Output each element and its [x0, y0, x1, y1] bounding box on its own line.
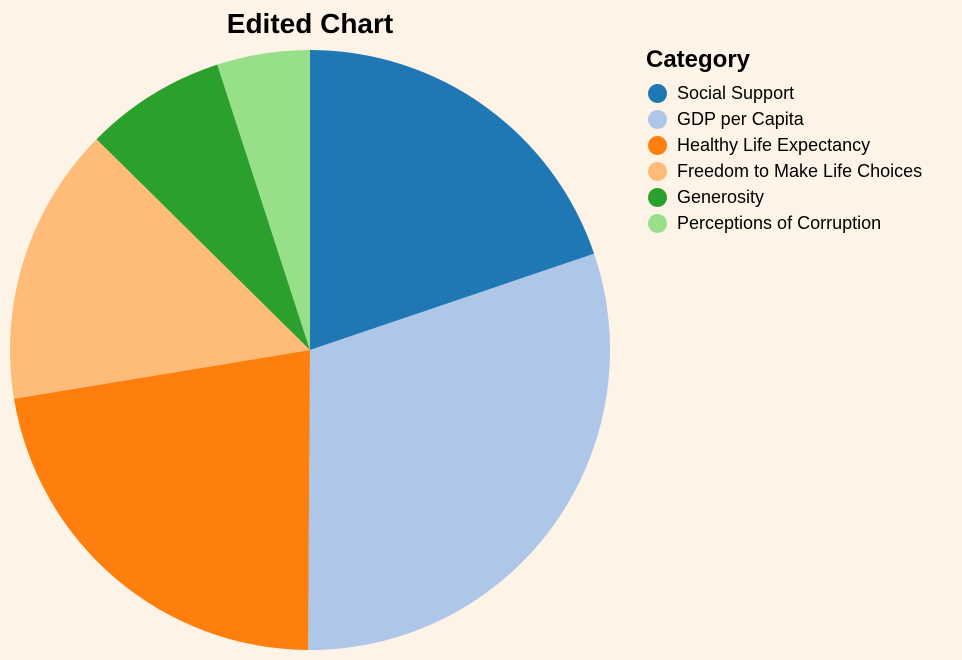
legend-item: Perceptions of Corruption [646, 210, 922, 236]
legend-item: GDP per Capita [646, 106, 922, 132]
legend-swatch [648, 161, 667, 181]
pie-slice-freedom-to-make-life-choices [9, 139, 311, 399]
legend-swatch [648, 213, 667, 233]
legend-title: Category [646, 46, 751, 73]
legend-swatch [648, 135, 667, 155]
legend-item: Social Support [646, 80, 922, 106]
legend-items: Social Support GDP per Capita Healthy Life… [646, 80, 922, 236]
legend-item: Freedom to Make Life Choices [646, 158, 922, 184]
pie-slice-generosity [96, 64, 310, 351]
pie-chart [9, 50, 610, 650]
legend-label: Healthy Life Expectancy [677, 134, 871, 155]
pie-slice-gdp-per-capita [308, 253, 610, 650]
legend-item: Generosity [646, 184, 922, 210]
legend-swatch [648, 83, 667, 103]
legend-label: Social Support [677, 82, 795, 103]
legend-item: Healthy Life Expectancy [646, 132, 922, 158]
legend-swatch [648, 109, 667, 129]
pie-slice-healthy-life-expectancy [13, 350, 311, 650]
legend-label: Generosity [677, 186, 765, 207]
legend-swatch [648, 187, 667, 207]
legend-label: Freedom to Make Life Choices [677, 160, 923, 181]
legend-label: Perceptions of Corruption [677, 212, 882, 233]
chart-title: Edited Chart [226, 8, 394, 39]
legend-label: GDP per Capita [677, 108, 804, 129]
pie-slice-perceptions-of-corruption [217, 50, 310, 350]
pie-slice-social-support [310, 50, 595, 350]
legend: Category Social Support GDP per Capita Hea… [646, 46, 922, 236]
